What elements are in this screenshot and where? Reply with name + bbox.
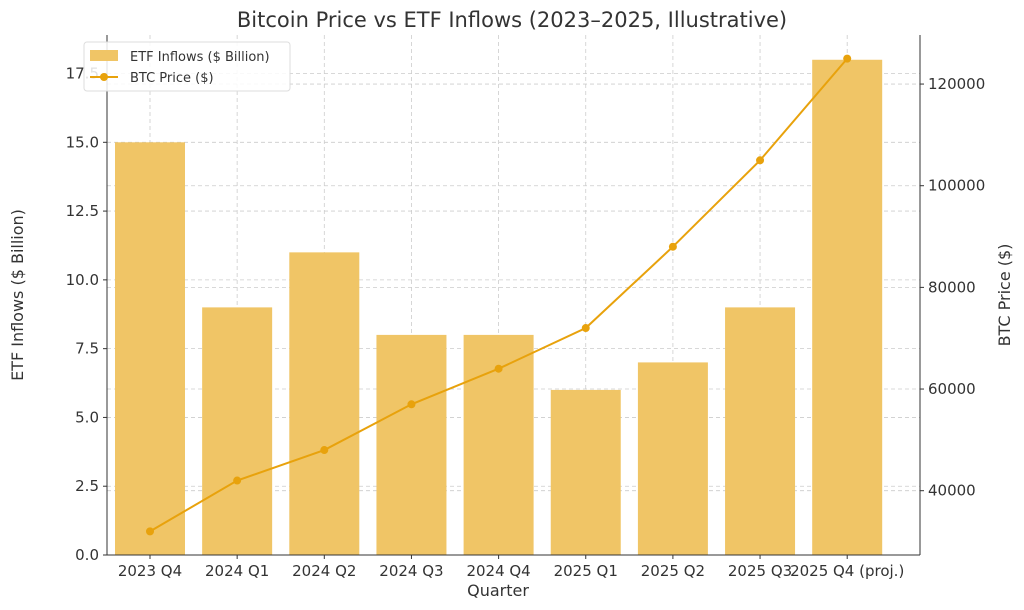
- y2-axis-label: BTC Price ($): [995, 244, 1014, 347]
- x-tick-label: 2025 Q3: [728, 562, 792, 580]
- y2-tick-label: 60000: [928, 380, 976, 398]
- y2-tick-label: 100000: [928, 177, 985, 195]
- price-point-4: [494, 364, 503, 373]
- x-axis-label: Quarter: [467, 581, 529, 600]
- price-point-8: [843, 54, 852, 63]
- legend-line-label: BTC Price ($): [130, 71, 214, 86]
- y2-tick-label: 40000: [928, 482, 976, 500]
- y-tick-label: 0.0: [75, 546, 99, 564]
- y-axis-label: ETF Inflows ($ Billion): [8, 209, 27, 381]
- price-point-5: [581, 324, 590, 333]
- y2-tick-label: 120000: [928, 75, 985, 93]
- bar-0: [115, 142, 185, 556]
- legend-bar-label: ETF Inflows ($ Billion): [130, 50, 270, 65]
- price-point-1: [233, 476, 242, 485]
- x-tick-label: 2025 Q4 (proj.): [790, 562, 904, 580]
- y-tick-label: 10.0: [66, 271, 99, 289]
- y-tick-label: 15.0: [66, 133, 99, 151]
- legend: ETF Inflows ($ Billion) BTC Price ($): [83, 41, 291, 92]
- price-point-7: [756, 156, 765, 165]
- price-point-6: [668, 242, 677, 251]
- y-tick-label: 5.0: [75, 408, 99, 426]
- bar-2: [289, 252, 360, 555]
- chart-title: Bitcoin Price vs ETF Inflows (2023–2025,…: [237, 8, 787, 32]
- legend-line-marker: [100, 73, 108, 81]
- x-tick-label: 2024 Q2: [292, 562, 356, 580]
- x-tick-label: 2024 Q4: [466, 562, 530, 580]
- bar-3: [376, 334, 447, 555]
- price-point-2: [320, 446, 329, 455]
- x-tick-label: 2024 Q3: [379, 562, 443, 580]
- price-point-3: [407, 400, 416, 409]
- y2-tick-label: 80000: [928, 278, 976, 296]
- x-tick-label: 2024 Q1: [205, 562, 269, 580]
- y-tick-label: 7.5: [75, 340, 99, 358]
- y-tick-label: 2.5: [75, 477, 99, 495]
- x-tick-label: 2023 Q4: [118, 562, 182, 580]
- bar-6: [637, 362, 708, 555]
- legend-bar-swatch: [90, 50, 118, 61]
- y-tick-label: 12.5: [66, 202, 99, 220]
- bar-5: [550, 389, 621, 555]
- bar-1: [202, 307, 273, 555]
- bar-8: [812, 59, 883, 556]
- price-point-0: [146, 527, 154, 536]
- bar-7: [725, 307, 796, 555]
- x-tick-label: 2025 Q1: [554, 562, 618, 580]
- x-tick-label: 2025 Q2: [641, 562, 705, 580]
